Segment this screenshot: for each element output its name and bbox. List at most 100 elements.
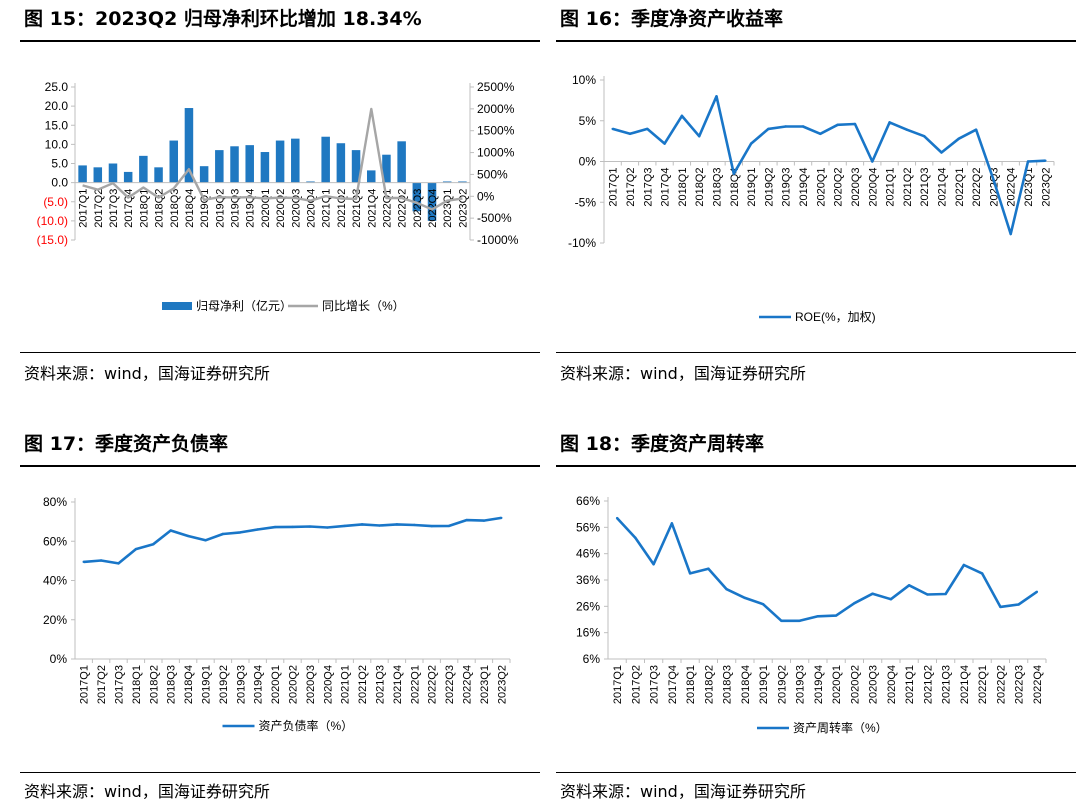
data-point: [343, 524, 346, 528]
x-tick-label: 2017Q1: [608, 168, 620, 207]
x-tick-label: 2017Q1: [612, 665, 624, 704]
y-tick-label: 20%: [43, 613, 67, 627]
series-line: [612, 94, 1046, 236]
data-point: [500, 516, 503, 520]
y-tick-label: 60%: [43, 534, 67, 548]
data-point: [169, 529, 172, 532]
x-tick-label: 2019Q4: [245, 189, 257, 228]
x-tick-label: 2020Q3: [868, 665, 880, 704]
data-point: [697, 135, 701, 138]
data-point: [944, 592, 947, 596]
x-tick-label: 2017Q4: [667, 665, 679, 704]
x-tick-label: 2019Q2: [218, 665, 230, 704]
x-tick-label: 2020Q3: [290, 189, 302, 228]
data-point: [273, 525, 277, 529]
data-point: [889, 598, 893, 601]
data-point: [816, 615, 820, 618]
y-tick-label: 46%: [576, 547, 600, 561]
x-tick-label: 2021Q2: [357, 665, 369, 704]
left-tick-label: 10.0: [45, 137, 69, 151]
bar: [215, 150, 224, 183]
x-tick-label: 2017Q3: [649, 665, 661, 704]
bar: [397, 141, 406, 183]
source-divider: [556, 772, 1076, 773]
x-tick-label: 2019Q1: [201, 665, 213, 704]
data-point: [1009, 232, 1012, 236]
x-tick-label: 2019Q4: [813, 665, 825, 704]
title-divider: [556, 40, 1076, 42]
net-profit-chart: 25.0 20.0 15.0 10.0 5.0 0.0 (5.0) (10.0) (15.0) 2…: [37, 80, 519, 313]
right-tick-label: 1000%: [477, 146, 515, 160]
left-tick-label: 20.0: [45, 99, 69, 113]
legend-label-line: 同比增长（%）: [322, 299, 405, 313]
x-tick-label: 2021Q2: [336, 189, 348, 228]
x-tick-label: 2020Q3: [305, 665, 317, 704]
x-tick-label: 2021Q1: [340, 665, 352, 704]
x-tick-label: 2020Q2: [275, 189, 287, 228]
x-tick-label: 2019Q4: [253, 665, 265, 704]
x-tick-label: 2021Q2: [922, 665, 934, 704]
x-tick-label: 2019Q3: [781, 168, 793, 207]
x-tick-label: 2023Q1: [1023, 168, 1035, 207]
x-tick-label: 2023Q2: [1040, 168, 1052, 207]
x-tick-label: 2022Q1: [977, 665, 989, 704]
x-tick-label: 2020Q4: [322, 665, 334, 704]
source-divider: [20, 352, 540, 353]
x-tick-label: 2019Q4: [798, 167, 810, 206]
data-point: [749, 142, 753, 145]
asset-turnover-chart: 66% 56% 46% 36% 26% 16% 6% 2017Q1 2017Q2 2017Q3 20…: [576, 494, 1047, 735]
x-tick-label: 2017Q1: [79, 665, 91, 704]
source-note: 资料来源：wind，国海证券研究所: [24, 782, 270, 801]
data-point: [743, 596, 747, 600]
bar: [366, 170, 376, 183]
title-divider: [20, 465, 540, 467]
legend-swatch-bar: [162, 302, 192, 310]
data-point: [646, 127, 649, 131]
bar: [93, 167, 103, 183]
data-point: [715, 95, 718, 98]
bar: [184, 108, 194, 183]
x-tick-label: 2021Q4: [366, 189, 378, 228]
data-point: [1035, 590, 1039, 594]
data-point: [999, 605, 1002, 609]
y-tick-label: 36%: [576, 573, 600, 587]
panel-net-profit: 图 15：2023Q2 归母净利环比增加 18.34% 25.0 20.0 15.0…: [20, 0, 540, 395]
chart-title: 图 16：季度净资产收益率: [560, 8, 784, 30]
data-point: [834, 614, 838, 617]
data-point: [1044, 159, 1047, 162]
data-point: [1017, 603, 1020, 606]
bar: [351, 150, 361, 183]
data-point: [652, 563, 655, 566]
data-point: [680, 114, 684, 118]
data-point: [940, 151, 943, 154]
chart-title: 图 15：2023Q2 归母净利环比增加 18.34%: [24, 8, 422, 30]
data-point: [725, 588, 728, 591]
data-point: [663, 142, 666, 145]
source-note: 资料来源：wind，国海证券研究所: [560, 782, 806, 801]
y-tick-label: 0%: [50, 652, 68, 666]
data-point: [888, 121, 891, 124]
roe-chart: 10% 5% 0% -5% -10% 2017Q1 2017Q2 2017Q3 2017Q4 20…: [568, 73, 1055, 324]
data-point: [634, 536, 637, 540]
data-point: [957, 137, 961, 140]
x-tick-label: 2018Q3: [712, 168, 724, 207]
source-note: 资料来源：wind，国海证券研究所: [560, 364, 806, 383]
x-tick-label: 2019Q2: [776, 665, 788, 704]
x-tick-label: 2019Q2: [214, 189, 226, 228]
x-tick-label: 2022Q4: [1032, 665, 1044, 704]
data-point: [186, 534, 190, 538]
x-tick-label: 2018Q1: [685, 665, 697, 704]
data-point: [326, 526, 329, 529]
x-tick-label: 2020Q1: [260, 189, 272, 228]
data-point: [291, 525, 294, 529]
left-tick-label: 15.0: [45, 118, 69, 132]
right-tick-label: -500%: [477, 211, 512, 225]
bar: [260, 152, 270, 183]
left-tick-label: 5.0: [51, 157, 68, 171]
x-tick-label: 2019Q3: [235, 665, 247, 704]
title-divider: [20, 40, 540, 42]
bar: [458, 181, 467, 183]
right-tick-label: -1000%: [477, 233, 519, 247]
x-tick-label: 2021Q4: [937, 168, 949, 207]
bar: [108, 163, 118, 183]
